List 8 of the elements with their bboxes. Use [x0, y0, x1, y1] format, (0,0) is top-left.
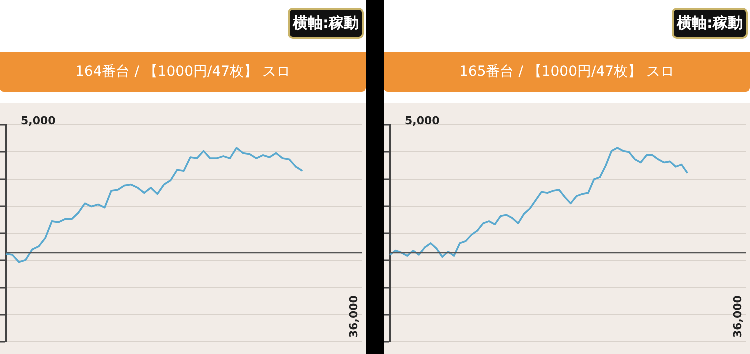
- text: 36,000: [731, 295, 744, 338]
- text: 横軸:稼動: [672, 8, 748, 39]
- text: 36,000: [347, 295, 360, 338]
- chart-subtitle: 164番台 / 【1000円/47枚】 スロ: [0, 52, 366, 92]
- text: 5,000: [405, 114, 440, 128]
- text: 5,000: [21, 114, 56, 128]
- chart-subtitle: 165番台 / 【1000円/47枚】 スロ: [384, 52, 750, 92]
- text: 横軸:稼動: [288, 8, 364, 39]
